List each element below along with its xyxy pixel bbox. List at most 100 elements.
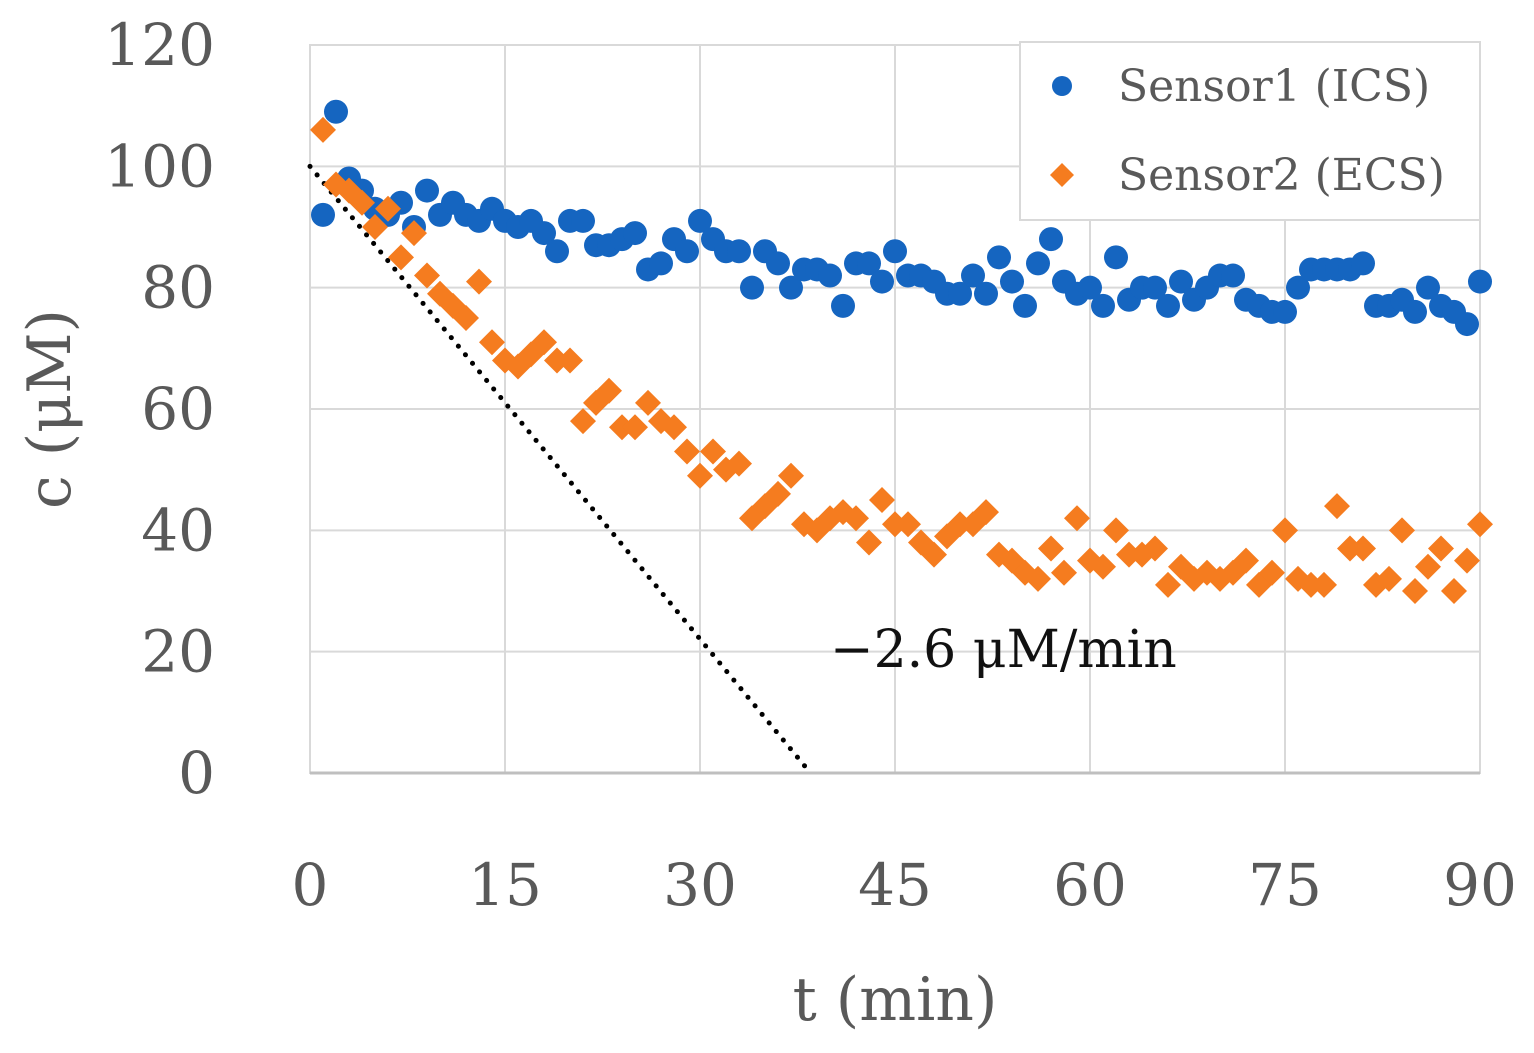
data-point-sensor1 xyxy=(1273,299,1297,324)
data-point-sensor1 xyxy=(948,281,972,306)
slope-annotation: −2.6 μM/min xyxy=(830,620,1177,680)
y-tick-label: 40 xyxy=(141,496,215,564)
series-1 xyxy=(311,99,1492,337)
data-point-sensor1 xyxy=(1026,251,1050,276)
data-point-sensor1 xyxy=(1078,275,1102,300)
data-point-sensor1 xyxy=(675,239,699,264)
data-point-sensor1 xyxy=(1286,275,1310,300)
data-point-sensor1 xyxy=(571,208,595,233)
data-point-sensor1 xyxy=(870,269,894,294)
y-tick-label: 20 xyxy=(141,618,215,686)
data-point-sensor2 xyxy=(700,438,726,465)
data-point-sensor1 xyxy=(1169,269,1193,294)
data-point-sensor2 xyxy=(570,408,596,435)
data-point-sensor1 xyxy=(1000,269,1024,294)
data-point-sensor2 xyxy=(1376,565,1402,592)
y-tick-label: 0 xyxy=(178,739,215,807)
data-point-sensor2 xyxy=(362,214,388,240)
data-point-sensor2 xyxy=(1142,535,1168,562)
data-point-sensor2 xyxy=(635,389,661,416)
y-tick-label: 120 xyxy=(104,11,215,79)
y-tick-label: 80 xyxy=(141,254,215,322)
data-point-sensor2 xyxy=(1272,517,1298,544)
data-point-sensor2 xyxy=(765,480,791,507)
data-point-sensor1 xyxy=(1403,299,1427,324)
x-tick-label: 0 xyxy=(292,851,329,919)
data-point-sensor2 xyxy=(1389,517,1415,544)
data-point-sensor1 xyxy=(987,245,1011,270)
legend-marker-sensor1 xyxy=(1052,76,1072,96)
trend-line-group xyxy=(307,163,813,776)
x-tick-label: 90 xyxy=(1443,851,1517,919)
data-point-sensor1 xyxy=(1104,245,1128,270)
data-point-sensor2 xyxy=(375,195,401,222)
data-point-sensor2 xyxy=(895,511,921,538)
data-point-sensor1 xyxy=(740,275,764,300)
data-point-sensor2 xyxy=(674,438,700,465)
data-point-sensor2 xyxy=(1454,547,1480,574)
y-tick-label: 100 xyxy=(104,132,215,200)
legend: Sensor1 (ICS) Sensor2 (ECS) xyxy=(1019,41,1481,221)
x-tick-label: 45 xyxy=(858,851,932,919)
data-point-sensor2 xyxy=(1467,511,1493,538)
data-point-sensor1 xyxy=(818,263,842,288)
data-point-sensor2 xyxy=(1025,565,1051,592)
data-point-sensor2 xyxy=(687,462,713,489)
data-point-sensor1 xyxy=(324,99,348,124)
x-tick-label: 60 xyxy=(1053,851,1127,919)
data-point-sensor2 xyxy=(466,268,492,295)
data-point-sensor2 xyxy=(1064,505,1090,532)
data-point-sensor2 xyxy=(401,220,427,247)
data-point-sensor2 xyxy=(349,189,375,216)
data-point-sensor2 xyxy=(726,450,752,477)
data-point-sensor1 xyxy=(766,251,790,276)
data-point-sensor1 xyxy=(311,202,335,227)
data-point-sensor1 xyxy=(1416,275,1440,300)
data-point-sensor2 xyxy=(843,505,869,532)
data-point-sensor1 xyxy=(857,251,881,276)
data-point-sensor2 xyxy=(973,499,999,526)
data-point-sensor1 xyxy=(779,275,803,300)
data-series xyxy=(310,99,1493,604)
data-point-sensor2 xyxy=(921,541,947,568)
data-point-sensor1 xyxy=(1468,269,1492,294)
data-point-sensor1 xyxy=(1143,275,1167,300)
data-point-sensor2 xyxy=(1350,535,1376,562)
data-point-sensor2 xyxy=(1155,571,1181,598)
data-point-sensor1 xyxy=(532,221,556,246)
data-point-sensor1 xyxy=(831,293,855,318)
x-axis-label: t (min) xyxy=(793,965,998,1035)
data-point-sensor2 xyxy=(414,262,440,289)
data-point-sensor1 xyxy=(545,239,569,264)
data-point-sensor1 xyxy=(1039,227,1063,252)
data-point-sensor2 xyxy=(1428,535,1454,562)
y-tick-label: 60 xyxy=(141,375,215,443)
trend-line xyxy=(307,163,813,776)
data-point-sensor1 xyxy=(415,178,439,203)
data-point-sensor2 xyxy=(869,487,895,513)
data-point-sensor2 xyxy=(531,329,557,356)
data-point-sensor2 xyxy=(778,462,804,489)
data-point-sensor2 xyxy=(1324,493,1350,520)
data-point-sensor2 xyxy=(453,305,479,331)
data-point-sensor2 xyxy=(479,329,505,356)
data-point-sensor2 xyxy=(856,529,882,556)
legend-label-sensor1: Sensor1 (ICS) xyxy=(1118,61,1430,112)
data-point-sensor2 xyxy=(388,244,414,271)
series-2 xyxy=(310,116,1493,604)
data-point-sensor2 xyxy=(557,347,583,374)
y-axis-label: c (μM) xyxy=(15,309,85,509)
data-point-sensor1 xyxy=(1351,251,1375,276)
data-point-sensor2 xyxy=(1090,553,1116,580)
data-point-sensor2 xyxy=(1415,553,1441,580)
data-point-sensor1 xyxy=(961,263,985,288)
data-point-sensor1 xyxy=(1091,293,1115,318)
data-point-sensor1 xyxy=(1156,293,1180,318)
data-point-sensor2 xyxy=(622,414,648,441)
tick-labels: 0 15 30 45 60 75 90 0 20 40 60 80 100 120 xyxy=(104,11,1517,919)
data-point-sensor1 xyxy=(649,251,673,276)
x-tick-label: 75 xyxy=(1248,851,1322,919)
data-point-sensor2 xyxy=(1441,578,1467,604)
